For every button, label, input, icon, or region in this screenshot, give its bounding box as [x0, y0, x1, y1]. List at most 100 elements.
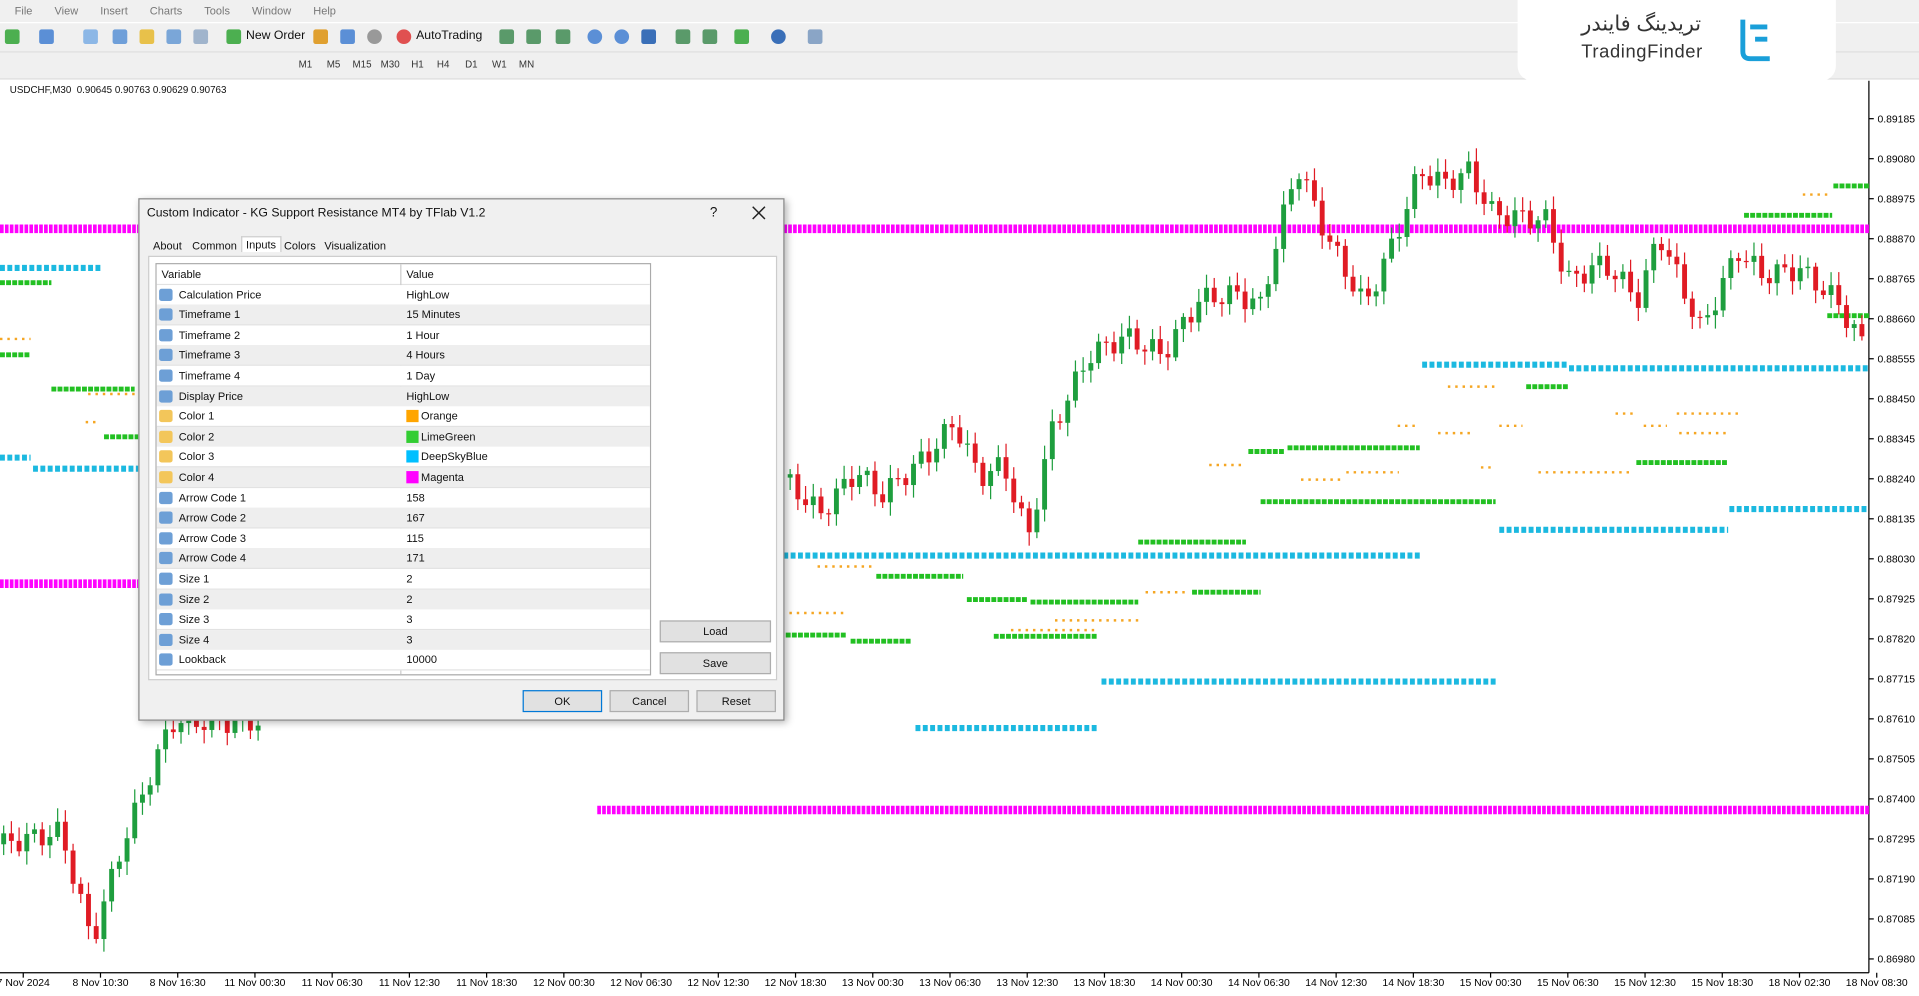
- icon[interactable]: [193, 29, 209, 45]
- candle-body: [1766, 278, 1772, 284]
- table-row[interactable]: Arrow Code 4 171: [156, 548, 650, 570]
- variable-name: Timeframe 4: [178, 369, 241, 382]
- icon[interactable]: [734, 29, 750, 45]
- table-row[interactable]: Timeframe 3 4 Hours: [156, 345, 650, 367]
- icon[interactable]: [4, 29, 20, 45]
- table-row[interactable]: Calculation Price HighLow: [156, 284, 650, 306]
- help-button[interactable]: ?: [709, 205, 718, 221]
- close-button[interactable]: [751, 206, 766, 221]
- dialog-button[interactable]: OK: [522, 690, 603, 713]
- variable-value: 1 Hour: [406, 328, 440, 342]
- icon[interactable]: [166, 29, 182, 45]
- timeframe-button[interactable]: M30: [380, 58, 400, 70]
- timeframe-button[interactable]: H1: [411, 58, 424, 70]
- table-row[interactable]: Color 3 DeepSkyBlue: [156, 447, 650, 468]
- candle-body: [1312, 180, 1317, 201]
- candle-body: [1258, 296, 1263, 299]
- table-row[interactable]: Timeframe 1 15 Minutes: [156, 304, 650, 326]
- timeframe-button[interactable]: M5: [326, 58, 341, 70]
- icon[interactable]: [641, 29, 657, 45]
- icon[interactable]: [112, 29, 128, 45]
- tab[interactable]: Common: [192, 239, 237, 253]
- menu-item[interactable]: Help: [313, 4, 336, 18]
- tab[interactable]: About: [152, 239, 182, 253]
- menu-item[interactable]: Insert: [100, 4, 128, 18]
- candle-body: [1612, 275, 1618, 280]
- table-row[interactable]: Color 1 Orange: [156, 406, 650, 428]
- candle-body: [1720, 277, 1726, 311]
- candle-body: [887, 478, 893, 503]
- icon[interactable]: [702, 29, 718, 45]
- tab[interactable]: Colors: [283, 239, 316, 253]
- tab[interactable]: Visualization: [324, 239, 386, 253]
- icon[interactable]: [614, 29, 630, 45]
- candle-body: [1844, 305, 1849, 328]
- candle-body: [116, 861, 122, 869]
- icon[interactable]: [340, 29, 355, 45]
- table-row[interactable]: Timeframe 4 1 Day: [156, 365, 650, 387]
- time-label: 13 Nov 18:30: [1074, 978, 1136, 989]
- table-row[interactable]: Size 2 2: [156, 589, 650, 611]
- variable-name: Color 3: [178, 450, 215, 463]
- icon[interactable]: [675, 29, 691, 45]
- candle-body: [1851, 324, 1857, 328]
- icon[interactable]: [313, 29, 329, 45]
- icon[interactable]: [499, 29, 515, 45]
- icon[interactable]: [771, 29, 786, 45]
- menu-item[interactable]: Tools: [204, 4, 230, 18]
- table-row[interactable]: Arrow Code 2 167: [156, 508, 650, 529]
- table-row[interactable]: Lookback 10000: [156, 650, 650, 672]
- side-button[interactable]: Load: [659, 620, 772, 643]
- menu-item[interactable]: Charts: [149, 4, 183, 18]
- dialog-button[interactable]: Cancel: [609, 690, 690, 713]
- timeframe-button[interactable]: D1: [465, 58, 478, 70]
- price-label: 0.87820: [1877, 635, 1915, 646]
- icon[interactable]: [83, 29, 98, 45]
- table-row[interactable]: Color 2 LimeGreen: [156, 426, 650, 448]
- price-label: 0.87505: [1877, 755, 1915, 766]
- variable-value: 1 Day: [406, 369, 436, 382]
- icon: [226, 29, 242, 45]
- table-row[interactable]: Color 4 Magenta: [156, 467, 650, 489]
- icon[interactable]: [139, 29, 155, 45]
- menu-item[interactable]: Window: [252, 4, 292, 18]
- color-swatch: [406, 450, 419, 463]
- icon[interactable]: [587, 29, 603, 45]
- price-label: 0.87085: [1877, 915, 1915, 926]
- variable-value: 171: [406, 552, 425, 565]
- table-row[interactable]: Size 3 3: [156, 609, 650, 631]
- price-label: 0.87610: [1877, 715, 1915, 726]
- table-row[interactable]: Arrow Code 3 115: [156, 528, 650, 550]
- column-header: Value: [406, 267, 434, 281]
- table-row[interactable]: Arrow Code 1 158: [156, 487, 650, 509]
- candle-body: [1319, 200, 1325, 236]
- autotrading-button[interactable]: AutoTrading: [416, 29, 483, 43]
- icon[interactable]: [526, 29, 541, 45]
- table-row[interactable]: Size 1 2: [156, 568, 650, 590]
- candle-body: [849, 478, 855, 487]
- icon[interactable]: [807, 29, 823, 45]
- timeframe-button[interactable]: M1: [298, 58, 313, 70]
- timeframe-button[interactable]: MN: [518, 58, 535, 70]
- side-button[interactable]: Save: [659, 652, 772, 675]
- icon[interactable]: [555, 29, 571, 45]
- table-row[interactable]: Timeframe 2 1 Hour: [156, 325, 650, 347]
- variable-name: Size 4: [178, 633, 210, 646]
- menu-item[interactable]: File: [14, 4, 33, 18]
- icon[interactable]: [367, 29, 382, 45]
- new-order-button[interactable]: New Order: [246, 29, 306, 43]
- icon[interactable]: [39, 29, 54, 45]
- dialog-button[interactable]: Reset: [696, 690, 776, 713]
- timeframe-button[interactable]: W1: [492, 58, 507, 70]
- candle-body: [1782, 264, 1788, 268]
- table-row[interactable]: Size 4 3: [156, 629, 650, 651]
- candle-body: [1574, 270, 1580, 274]
- tab[interactable]: Inputs: [241, 236, 281, 253]
- candle-body: [1512, 210, 1518, 227]
- timeframe-button[interactable]: H4: [436, 58, 450, 70]
- candle-body: [109, 868, 115, 902]
- table-row[interactable]: Display Price HighLow: [156, 386, 650, 407]
- candle-body: [1635, 292, 1641, 308]
- timeframe-button[interactable]: M15: [352, 58, 372, 70]
- menu-item[interactable]: View: [54, 4, 79, 18]
